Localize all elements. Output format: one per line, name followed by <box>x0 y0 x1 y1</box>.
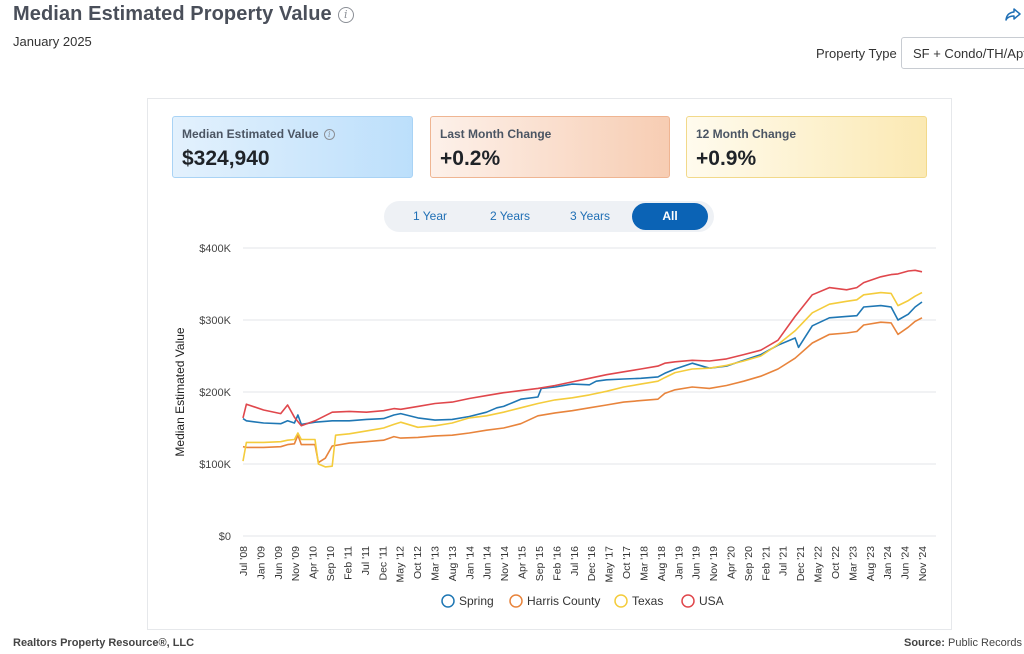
x-tick-label: Dec '21 <box>795 546 807 581</box>
x-tick-label: Apr '15 <box>517 546 529 579</box>
y-tick-label: $400K <box>199 243 231 255</box>
legend-marker <box>681 594 695 608</box>
y-tick-label: $200K <box>199 387 231 399</box>
x-tick-label: May '22 <box>813 546 825 583</box>
x-tick-label: Aug '23 <box>865 546 877 581</box>
x-tick-label: Mar '23 <box>847 546 859 581</box>
stat-value: +0.2% <box>440 147 501 170</box>
x-tick-label: Oct '17 <box>621 546 633 579</box>
x-tick-label: Jan '19 <box>673 546 685 580</box>
x-tick-label: May '12 <box>395 546 407 583</box>
stat-median-value: Median Estimated Value i $324,940 <box>172 116 413 178</box>
stat-label: Median Estimated Value <box>182 127 319 141</box>
stat-12-month-change: 12 Month Change +0.9% <box>686 116 927 178</box>
x-tick-label: Jan '14 <box>464 546 476 580</box>
source-label: Source: <box>903 637 945 649</box>
x-tick-label: Aug '13 <box>447 546 459 581</box>
x-tick-label: Jul '21 <box>778 546 790 576</box>
stat-label: Last Month Change <box>440 127 552 141</box>
series-line-texas <box>242 291 923 468</box>
x-tick-label: Jul '16 <box>569 546 581 576</box>
x-tick-label: Feb '21 <box>760 546 772 581</box>
x-tick-label: Dec '11 <box>377 546 389 581</box>
x-tick-label: Feb '11 <box>342 546 354 580</box>
chart-card <box>147 98 952 630</box>
legend-marker <box>614 594 628 608</box>
stat-last-month-change: Last Month Change +0.2% <box>430 116 670 178</box>
x-tick-label: Jul '08 <box>238 546 250 576</box>
series-line-spring <box>242 301 923 426</box>
property-type-select[interactable]: SF + Condo/TH/Apt <box>901 37 1024 69</box>
stat-label: 12 Month Change <box>696 127 797 141</box>
y-axis-label: Median Estimated Value <box>173 327 187 457</box>
page-subtitle: January 2025 <box>13 34 92 49</box>
y-tick-label: $300K <box>199 315 231 327</box>
x-tick-label: Jun '19 <box>691 546 703 580</box>
x-tick-label: Sep '10 <box>325 546 337 581</box>
x-tick-label: Jul '11 <box>360 546 372 575</box>
x-tick-label: Mar '18 <box>638 546 650 581</box>
stat-value: +0.9% <box>696 147 757 170</box>
x-tick-label: Feb '16 <box>551 546 563 581</box>
x-tick-label: Dec '16 <box>586 546 598 581</box>
footer-copyright: Realtors Property Resource®, LLC <box>13 637 195 649</box>
stat-value: $324,940 <box>182 147 270 170</box>
x-tick-label: May '17 <box>604 546 616 583</box>
legend-label: Spring <box>459 594 494 608</box>
x-tick-label: Jun '14 <box>482 546 494 580</box>
footer-source: Source: Public Records <box>904 637 1022 649</box>
share-icon[interactable] <box>1004 6 1022 24</box>
x-tick-label: Jun '24 <box>900 546 912 580</box>
series-line-usa <box>242 269 923 427</box>
y-tick-label: $100K <box>199 459 231 471</box>
x-tick-label: Mar '13 <box>430 546 442 581</box>
x-tick-label: Jan '09 <box>255 546 267 580</box>
title-row: Median Estimated Property Value i <box>13 3 354 26</box>
legend-label: USA <box>699 594 724 608</box>
series-line-harris-county <box>242 317 923 464</box>
tab-1-year[interactable]: 1 Year <box>412 209 448 223</box>
x-tick-label: Aug '18 <box>656 546 668 581</box>
x-tick-label: Jan '24 <box>882 546 894 580</box>
legend-label: Harris County <box>527 594 600 608</box>
x-tick-label: Nov '24 <box>917 546 929 581</box>
x-tick-label: Nov '09 <box>290 546 302 581</box>
x-tick-label: Nov '14 <box>499 546 511 581</box>
x-tick-label: Sep '15 <box>534 546 546 581</box>
source-value: Public Records <box>948 637 1022 649</box>
x-tick-label: Sep '20 <box>743 546 755 581</box>
x-tick-label: Oct '12 <box>412 546 424 579</box>
tab-all[interactable]: All <box>632 203 708 230</box>
x-tick-label: Nov '19 <box>708 546 720 581</box>
legend-label: Texas <box>632 594 663 608</box>
legend-marker <box>441 594 455 608</box>
x-tick-label: Apr '10 <box>308 546 320 579</box>
info-icon[interactable]: i <box>323 128 335 140</box>
page-title: Median Estimated Property Value <box>13 3 332 25</box>
info-icon[interactable]: i <box>337 6 354 23</box>
y-tick-label: $0 <box>219 531 231 543</box>
tab-3-years[interactable]: 3 Years <box>569 209 611 223</box>
range-tabs: 1 Year 2 Years 3 Years All <box>384 201 714 232</box>
x-tick-label: Jun '09 <box>273 546 285 580</box>
x-tick-label: Oct '22 <box>830 546 842 579</box>
x-tick-label: Apr '20 <box>725 546 737 579</box>
tab-2-years[interactable]: 2 Years <box>489 209 531 223</box>
legend-marker <box>509 594 523 608</box>
property-type-label: Property Type <box>816 46 897 61</box>
